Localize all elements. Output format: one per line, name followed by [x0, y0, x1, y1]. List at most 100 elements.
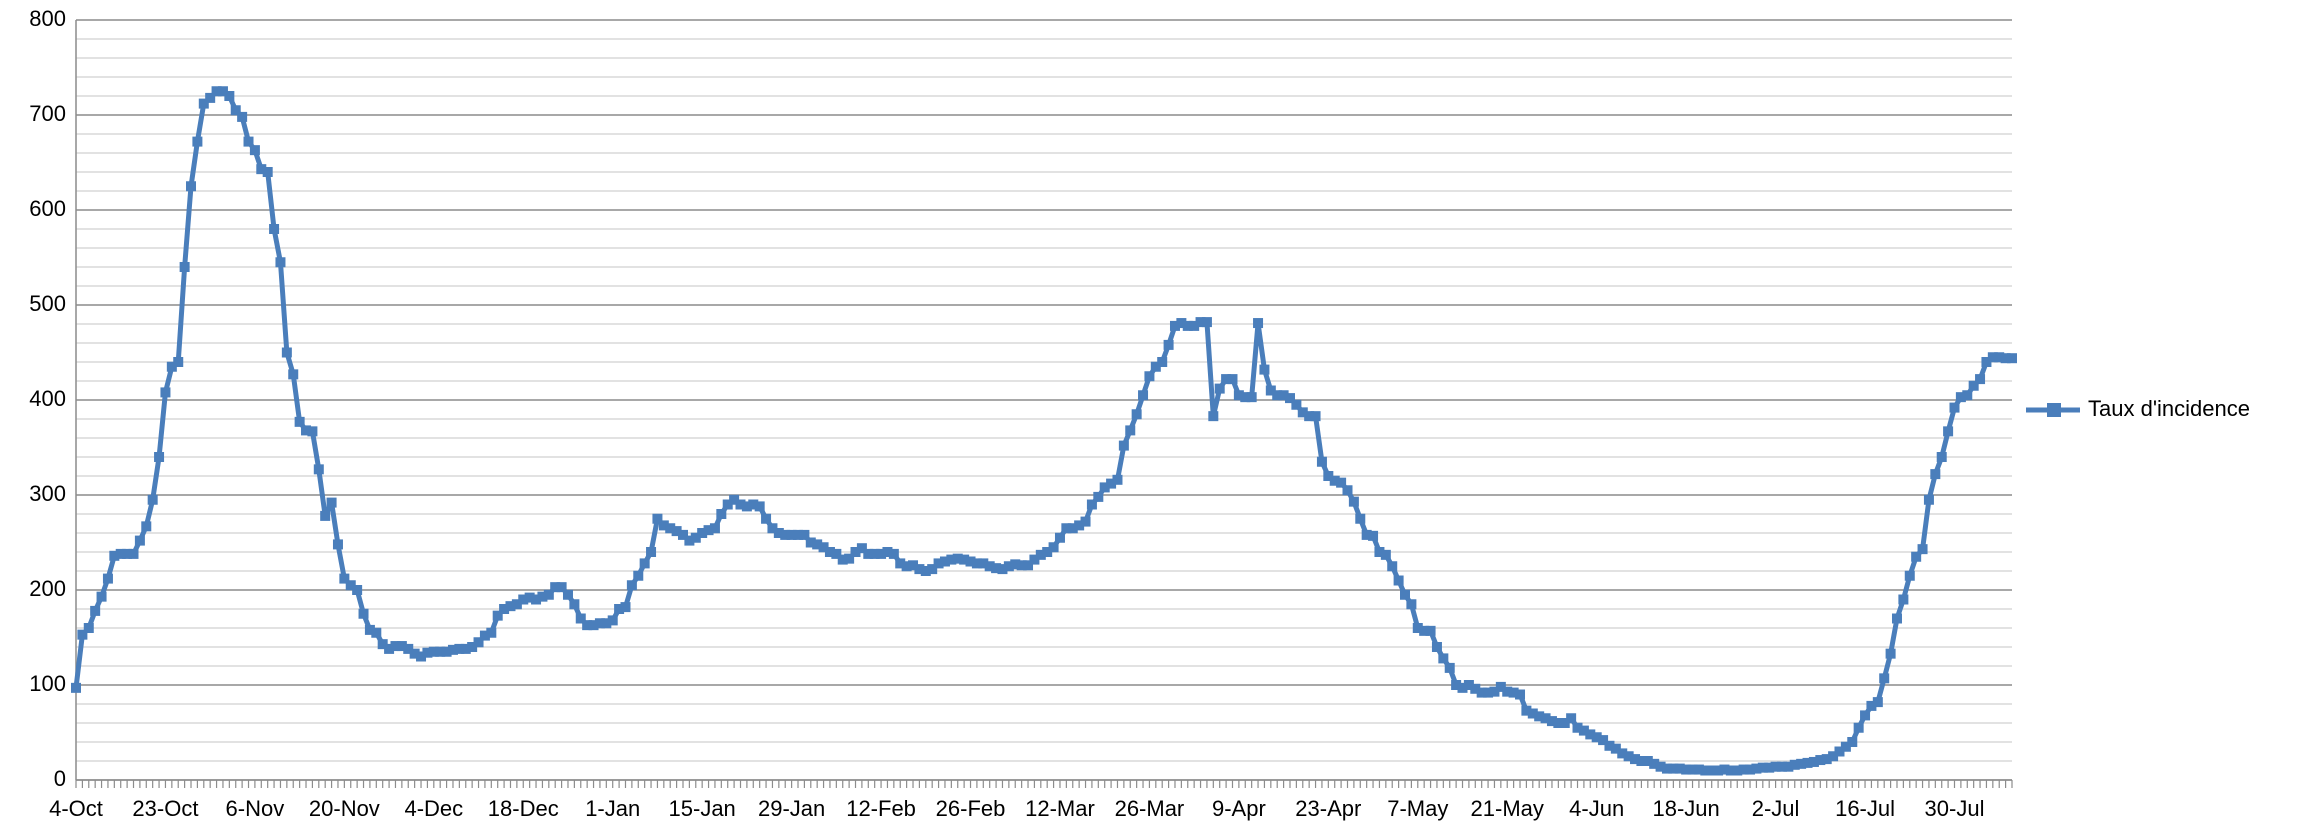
- data-point: [1163, 339, 1174, 350]
- data-point: [1930, 469, 1941, 480]
- data-point: [211, 86, 222, 97]
- data-point: [562, 589, 573, 600]
- x-tick-label: 1-Jan: [585, 796, 640, 821]
- x-tick-label: 2-Jul: [1752, 796, 1800, 821]
- x-tick-label: 26-Mar: [1115, 796, 1185, 821]
- data-point: [1732, 765, 1743, 776]
- data-point: [1316, 456, 1327, 467]
- data-point: [1304, 411, 1315, 422]
- legend-marker: [2047, 403, 2061, 417]
- data-point: [332, 539, 343, 550]
- data-point: [1470, 683, 1481, 694]
- data-point: [409, 648, 420, 659]
- data-point: [71, 682, 81, 693]
- legend-label: Taux d'incidence: [2088, 396, 2250, 421]
- data-point: [1412, 623, 1423, 633]
- data-point: [1214, 383, 1225, 394]
- data-point: [1195, 317, 1206, 328]
- data-point: [1438, 653, 1449, 664]
- data-point: [1745, 764, 1756, 775]
- data-point: [1150, 361, 1161, 372]
- data-point: [1189, 320, 1200, 331]
- data-point: [1757, 762, 1768, 773]
- data-point: [243, 136, 254, 147]
- data-point: [352, 585, 363, 595]
- data-point: [1776, 761, 1787, 772]
- data-point: [192, 136, 203, 147]
- data-point: [1521, 705, 1532, 716]
- data-point: [1540, 713, 1551, 724]
- data-point: [639, 558, 650, 569]
- data-point: [294, 416, 305, 427]
- data-point: [1444, 662, 1455, 673]
- data-point: [160, 387, 171, 398]
- data-point: [198, 98, 209, 109]
- data-point: [1585, 729, 1596, 740]
- y-tick-label: 0: [54, 766, 66, 791]
- data-point: [2000, 353, 2011, 364]
- data-point: [1310, 411, 1321, 422]
- data-point: [1770, 761, 1781, 772]
- data-point: [690, 532, 701, 543]
- data-point: [320, 510, 331, 521]
- data-point: [626, 580, 637, 591]
- data-point: [805, 537, 816, 548]
- data-point: [384, 643, 395, 654]
- data-point: [1355, 513, 1366, 524]
- data-point: [1483, 687, 1494, 698]
- data-point: [301, 425, 312, 436]
- data-point: [358, 608, 369, 619]
- data-point: [946, 554, 957, 565]
- legend-item: Taux d'incidence: [2026, 396, 2250, 421]
- data-point: [1086, 499, 1097, 510]
- x-tick-label: 26-Feb: [936, 796, 1006, 821]
- data-point: [697, 528, 708, 538]
- data-point: [531, 594, 542, 605]
- data-point: [396, 641, 407, 652]
- data-point: [658, 520, 669, 531]
- data-point: [543, 589, 554, 600]
- y-tick-label: 800: [29, 6, 66, 31]
- data-point: [824, 547, 835, 557]
- data-point: [371, 627, 382, 638]
- data-point: [978, 558, 989, 569]
- data-point: [1361, 529, 1372, 540]
- data-point: [1336, 477, 1347, 488]
- data-point: [288, 369, 299, 380]
- data-point: [1853, 722, 1864, 733]
- data-point: [1323, 471, 1334, 481]
- data-point: [96, 591, 107, 602]
- data-point: [837, 554, 848, 565]
- data-point: [620, 602, 631, 613]
- data-point: [895, 558, 906, 569]
- data-point: [1860, 710, 1871, 721]
- y-tick-label: 600: [29, 196, 66, 221]
- data-point: [1706, 765, 1717, 776]
- data-point: [1655, 761, 1666, 772]
- data-point: [1898, 594, 1909, 605]
- data-point: [1297, 407, 1308, 418]
- data-point: [1719, 764, 1730, 775]
- data-point: [1003, 561, 1014, 572]
- data-point: [1821, 754, 1832, 765]
- data-point: [460, 643, 471, 654]
- data-point: [754, 501, 765, 512]
- data-point: [831, 548, 842, 559]
- data-point: [818, 542, 829, 553]
- data-point: [1808, 756, 1819, 767]
- data-point: [1457, 682, 1468, 693]
- data-point: [1840, 741, 1851, 752]
- data-point: [249, 145, 260, 156]
- data-point: [1227, 374, 1238, 385]
- data-point: [1329, 475, 1340, 486]
- data-point: [505, 601, 516, 612]
- data-point: [1342, 485, 1353, 496]
- data-point: [115, 548, 126, 559]
- data-point: [748, 499, 759, 510]
- x-tick-label: 4-Dec: [404, 796, 463, 821]
- data-point: [1828, 751, 1839, 762]
- data-point: [984, 561, 995, 572]
- data-point: [1112, 474, 1123, 485]
- data-point: [441, 646, 452, 657]
- data-point: [1495, 681, 1506, 692]
